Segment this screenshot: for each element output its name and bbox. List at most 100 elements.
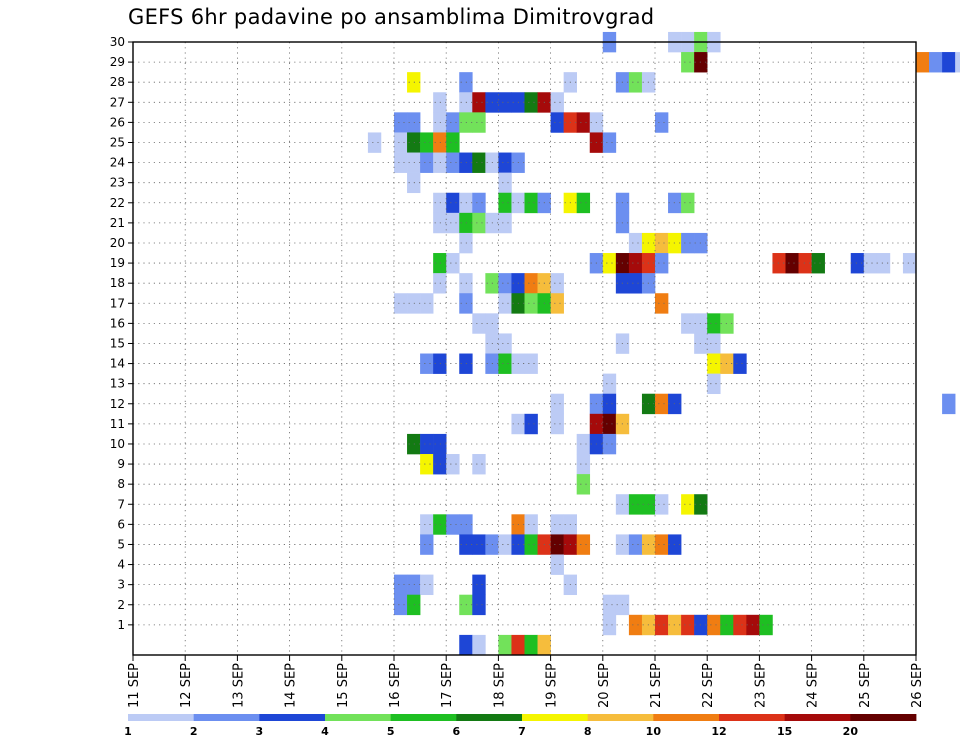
y-tick-label: 7 bbox=[117, 497, 125, 511]
heatmap-cell bbox=[576, 112, 591, 133]
heatmap-cell bbox=[681, 614, 695, 636]
x-tick-label: 25 SEP bbox=[858, 663, 873, 708]
heatmap-cell bbox=[602, 614, 617, 636]
heatmap-cell bbox=[420, 514, 434, 535]
colorbar-swatch bbox=[653, 714, 720, 721]
colorbar-swatch bbox=[259, 714, 326, 721]
colorbar-swatch bbox=[325, 714, 392, 721]
heatmap-cell bbox=[550, 534, 564, 555]
heatmap-cell bbox=[524, 514, 538, 535]
colorbar-label: 6 bbox=[453, 725, 461, 738]
y-tick-label: 22 bbox=[110, 196, 125, 210]
heatmap-cell bbox=[628, 534, 643, 555]
heatmap-cell bbox=[407, 152, 421, 173]
heatmap-cell bbox=[420, 353, 434, 374]
heatmap-cell bbox=[628, 494, 643, 515]
heatmap-cell bbox=[524, 293, 538, 314]
heatmap-cell bbox=[498, 634, 512, 656]
heatmap-cell bbox=[550, 393, 564, 415]
heatmap-cell bbox=[524, 92, 538, 113]
colorbar-label: 3 bbox=[256, 725, 264, 738]
heatmap-cell bbox=[550, 112, 564, 133]
colorbar-swatch bbox=[784, 714, 851, 721]
x-tick-label: 11 SEP bbox=[127, 663, 142, 708]
heatmap-cell bbox=[681, 52, 695, 73]
heatmap-cell bbox=[420, 574, 434, 596]
heatmap-cell bbox=[446, 192, 460, 214]
y-tick-label: 18 bbox=[110, 276, 125, 290]
heatmap-cell bbox=[681, 192, 695, 214]
y-tick-label: 21 bbox=[110, 216, 125, 230]
heatmap-cell bbox=[472, 152, 486, 173]
colorbar-swatch bbox=[719, 714, 786, 721]
x-tick-label: 26 SEP bbox=[910, 663, 925, 708]
heatmap-cell bbox=[785, 253, 799, 274]
heatmap-cell bbox=[472, 574, 486, 596]
heatmap-cell bbox=[942, 393, 956, 415]
heatmap-cell bbox=[955, 52, 960, 73]
y-tick-label: 13 bbox=[110, 377, 125, 391]
heatmap-cell bbox=[498, 353, 512, 374]
colorbar-swatch bbox=[522, 714, 589, 721]
colorbar-label: 2 bbox=[190, 725, 198, 738]
heatmap-cell bbox=[655, 232, 669, 254]
y-tick-label: 8 bbox=[117, 477, 125, 491]
y-tick-label: 12 bbox=[110, 397, 125, 411]
heatmap-cell bbox=[942, 52, 956, 73]
y-tick-label: 27 bbox=[110, 95, 125, 109]
colorbar-label: 8 bbox=[584, 725, 592, 738]
heatmap-cell bbox=[472, 192, 486, 214]
heatmap-cell bbox=[707, 614, 721, 636]
heatmap-cell bbox=[707, 353, 721, 374]
heatmap-cell bbox=[394, 574, 408, 596]
heatmap-cell bbox=[576, 454, 591, 475]
x-tick-label: 19 SEP bbox=[545, 663, 560, 708]
heatmap-cell bbox=[407, 433, 421, 455]
heatmap-cell bbox=[498, 192, 512, 214]
chart-title: GEFS 6hr padavine po ansamblima Dimitrov… bbox=[128, 5, 655, 29]
heatmap-cell bbox=[576, 192, 591, 214]
heatmap-cell bbox=[929, 52, 943, 73]
colorbar-label: 15 bbox=[777, 725, 792, 738]
x-tick-label: 24 SEP bbox=[806, 663, 821, 708]
y-tick-label: 2 bbox=[117, 598, 125, 612]
colorbar-label: 12 bbox=[711, 725, 726, 738]
heatmap-cell bbox=[655, 112, 669, 133]
heatmap-cell bbox=[472, 534, 486, 555]
heatmap-cell bbox=[602, 132, 617, 153]
heatmap-cell bbox=[759, 614, 773, 636]
y-tick-label: 4 bbox=[117, 558, 125, 572]
heatmap-cell bbox=[902, 253, 917, 274]
heatmap-cell bbox=[746, 614, 760, 636]
y-tick-label: 29 bbox=[110, 55, 125, 69]
heatmap-cell bbox=[407, 72, 421, 93]
heatmap-cell bbox=[681, 313, 695, 334]
heatmap-cell bbox=[420, 433, 434, 455]
heatmap-cell bbox=[524, 534, 538, 555]
heatmap-cell bbox=[655, 253, 669, 274]
heatmap-cell bbox=[863, 253, 878, 274]
heatmap-cell bbox=[550, 92, 564, 113]
heatmap-cell bbox=[655, 293, 669, 314]
heatmap-cell bbox=[681, 494, 695, 515]
colorbar: 1 2 3 4 5 6 7 8 10 12 15 20 bbox=[124, 714, 917, 738]
heatmap-cell bbox=[420, 132, 434, 153]
heatmap-cell bbox=[524, 413, 538, 435]
y-tick-label: 30 bbox=[110, 35, 125, 49]
heatmap-cell bbox=[628, 72, 643, 93]
colorbar-swatch bbox=[128, 714, 195, 721]
heatmap-cell bbox=[798, 253, 812, 274]
heatmap-cell bbox=[407, 293, 421, 314]
heatmap-cell bbox=[498, 293, 512, 314]
heatmap-cell bbox=[407, 172, 421, 194]
heatmap-cell bbox=[602, 433, 617, 455]
colorbar-swatch bbox=[587, 714, 654, 721]
heatmap-cell bbox=[550, 273, 564, 294]
heatmap-cell bbox=[655, 534, 669, 555]
y-tick-label: 16 bbox=[110, 316, 125, 330]
heatmap-cell bbox=[524, 634, 538, 656]
colorbar-label: 1 bbox=[124, 725, 132, 738]
x-tick-label: 21 SEP bbox=[649, 663, 664, 708]
y-tick-label: 23 bbox=[110, 176, 125, 190]
